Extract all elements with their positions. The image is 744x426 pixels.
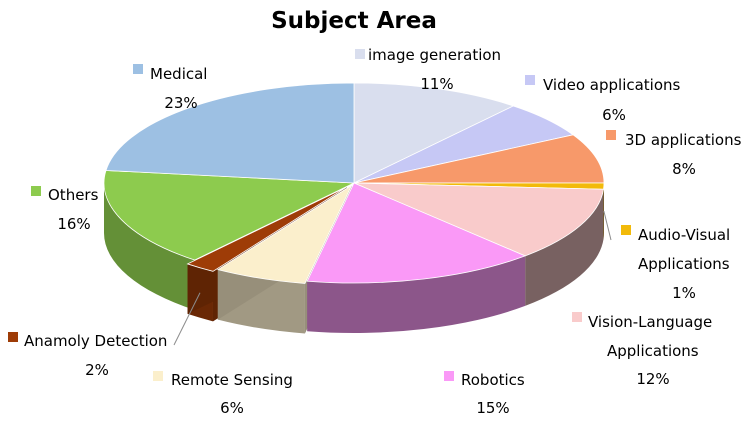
percent-label: 16% xyxy=(57,215,90,233)
pie-slice-side xyxy=(307,255,526,333)
legend-marker xyxy=(572,312,582,322)
leader-lines xyxy=(173,211,612,346)
legend-marker xyxy=(8,332,18,342)
pie-slice xyxy=(306,182,527,284)
percent-label: 15% xyxy=(476,399,509,417)
percent-label: 23% xyxy=(164,94,197,112)
percent-label: 8% xyxy=(672,160,696,178)
pie-slice xyxy=(103,170,355,261)
leader-line xyxy=(603,211,612,241)
category-label: Others xyxy=(48,186,99,204)
percent-label: 1% xyxy=(672,284,696,302)
legend-marker xyxy=(621,225,631,235)
category-label: 3D applications xyxy=(625,131,742,149)
legend-marker xyxy=(31,186,41,196)
category-label: image generation xyxy=(368,46,501,64)
pie-slice-side xyxy=(525,189,604,306)
pie-tops xyxy=(103,82,605,284)
legend-marker xyxy=(153,371,163,381)
pie-slice xyxy=(105,82,355,184)
category-label: Applications xyxy=(638,255,730,273)
category-label: Robotics xyxy=(461,371,525,389)
legend-marker xyxy=(525,75,535,85)
category-label: Anamoly Detection xyxy=(24,332,167,350)
legend-marker xyxy=(606,130,616,140)
category-label: Audio-Visual xyxy=(638,226,730,244)
pie-slice xyxy=(186,186,348,272)
percent-label: 11% xyxy=(420,75,453,93)
percent-label: 6% xyxy=(220,399,244,417)
category-label: Applications xyxy=(607,342,699,360)
category-label: Medical xyxy=(150,65,207,83)
leader-line xyxy=(173,292,201,346)
legend-marker xyxy=(355,49,365,59)
data-labels: image generation 11% Video applications 6% 3… xyxy=(8,46,742,417)
category-label: Remote Sensing xyxy=(171,371,293,389)
chart-title: Subject Area xyxy=(271,8,437,34)
category-label: Vision-Language xyxy=(588,313,712,331)
pie-slice-side xyxy=(104,183,195,311)
pie-slice xyxy=(353,82,515,184)
legend-marker xyxy=(133,64,143,74)
pie-slice xyxy=(216,184,353,284)
pie-slice xyxy=(353,182,604,257)
percent-label: 6% xyxy=(602,106,626,124)
percent-label: 12% xyxy=(636,370,669,388)
percent-label: 2% xyxy=(85,361,109,379)
legend-marker xyxy=(444,371,454,381)
category-label: Video applications xyxy=(543,76,681,94)
pie-slice xyxy=(353,134,605,184)
